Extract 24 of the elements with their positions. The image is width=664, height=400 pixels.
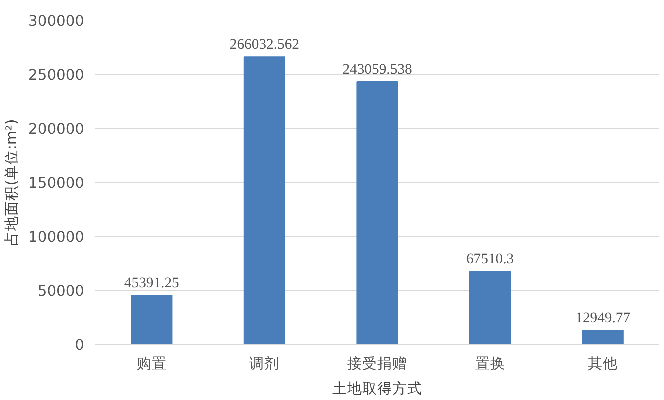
bar [244,56,286,344]
y-tick-label: 150000 [28,175,85,192]
data-label: 266032.562 [230,37,300,54]
data-label: 243059.538 [342,62,412,78]
y-tick-label: 100000 [28,229,85,246]
x-tick-label: 其他 [588,356,618,372]
bar [356,81,398,344]
y-tick-label: 300000 [28,13,85,30]
y-tick-label: 50000 [38,283,84,300]
x-tick-label: 置换 [475,356,506,372]
bar [469,271,512,344]
x-tick-label: 接受捐赠 [348,356,408,372]
bar [131,294,173,344]
y-tick-label: 250000 [28,67,85,84]
x-tick-label: 调剂 [250,356,280,372]
bar [582,330,624,344]
data-label: 67510.3 [466,252,514,268]
x-axis-title: 土地取得方式 [332,380,422,398]
data-label: 12949.77 [576,310,631,327]
y-tick-label: 200000 [28,121,85,138]
y-tick-label: 0 [75,337,85,354]
y-axis-title: 占地面积(单位:m²) [4,119,21,246]
x-tick-label: 购置 [136,356,167,372]
data-label: 45391.25 [124,275,180,292]
